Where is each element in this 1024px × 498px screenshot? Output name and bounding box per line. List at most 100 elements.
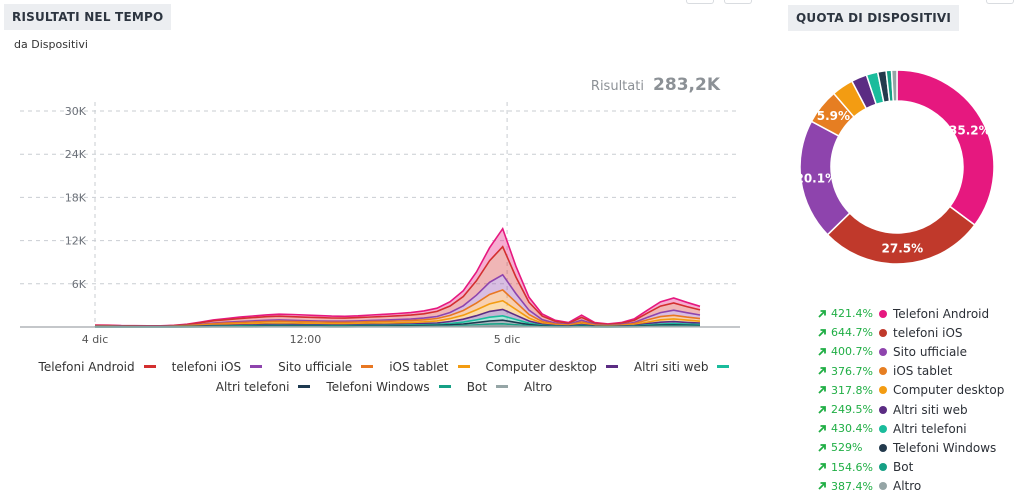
donut-legend-item[interactable]: 376.7% iOS tablet: [817, 362, 1004, 381]
legend-item[interactable]: Telefoni Android: [39, 359, 156, 374]
trend-up-icon: [818, 367, 826, 375]
legend-dot: [879, 347, 887, 356]
legend-dot: [879, 328, 887, 337]
legend-item[interactable]: telefoni iOS: [172, 359, 263, 374]
results-total: Risultati 283,2K: [591, 75, 720, 95]
legend-swatch: [495, 385, 508, 388]
trend-up-icon: [818, 444, 826, 452]
legend-swatch: [250, 365, 263, 368]
legend-dot: [879, 309, 887, 318]
area-series-line[interactable]: [95, 324, 701, 328]
donut-legend-item[interactable]: 430.4% Altri telefoni: [817, 419, 1004, 438]
legend-dot: [879, 482, 887, 491]
area-chart[interactable]: 6K 12K 18K 24K 30K 4 dic 12:00 5 dic: [0, 0, 768, 360]
legend-item[interactable]: Altri siti web: [634, 359, 730, 374]
area-chart-legend: Telefoni Android telefoni iOS Sito ufficia…: [0, 359, 768, 394]
x-tick-label: 4 dic: [82, 333, 109, 346]
results-value: 283,2K: [653, 75, 720, 95]
trend-up-icon: [818, 424, 826, 433]
legend-swatch: [717, 365, 730, 368]
donut-legend-item[interactable]: 529% Telefoni Windows: [817, 438, 1004, 457]
legend-swatch: [143, 365, 156, 368]
legend-item[interactable]: Bot: [467, 379, 508, 394]
donut-slice-label: 27.5%: [882, 241, 924, 255]
legend-swatch: [361, 365, 374, 368]
legend-label: telefoni iOS: [171, 359, 242, 374]
change-percent: 317.8%: [831, 383, 873, 397]
legend-label: Telefoni Windows: [893, 440, 997, 455]
donut-legend-item[interactable]: 644.7% telefoni iOS: [817, 323, 1004, 342]
legend-label: Sito ufficiale: [893, 344, 968, 359]
change-percent: 376.7%: [831, 364, 873, 378]
legend-label: iOS tablet: [893, 364, 953, 379]
legend-label: Telefoni Android: [893, 306, 990, 321]
legend-label: Telefoni Windows: [326, 379, 430, 394]
trend-up-icon: [818, 405, 826, 414]
y-tick-label: 30K: [65, 105, 87, 118]
donut-legend: 421.4% Telefoni Android 644.7% telefoni iOS…: [817, 304, 1004, 496]
legend-label: Altro: [893, 479, 922, 494]
y-tick-label: 6K: [72, 278, 87, 291]
legend-label: Bot: [466, 379, 487, 394]
legend-dot: [879, 367, 887, 376]
area-series-line[interactable]: [94, 245, 701, 327]
trend-up-icon: [818, 463, 826, 471]
change-percent: 644.7%: [831, 326, 873, 340]
legend-label: telefoni iOS: [893, 325, 963, 340]
legend-label: Altri siti web: [633, 359, 709, 374]
legend-label: Computer desktop: [893, 383, 1005, 398]
legend-item[interactable]: Sito ufficiale: [278, 359, 374, 374]
area-series-line[interactable]: [95, 288, 701, 328]
area-series-line[interactable]: [94, 226, 701, 327]
trend-up-icon: [818, 482, 826, 490]
legend-swatch: [438, 385, 451, 388]
y-tick-label: 18K: [65, 191, 87, 204]
donut-slice[interactable]: [890, 69, 898, 102]
donut-legend-item[interactable]: 400.7% Sito ufficiale: [817, 342, 1004, 361]
legend-label: Altri telefoni: [893, 421, 967, 436]
legend-label: Altro: [523, 379, 553, 394]
panel-control-button[interactable]: [986, 0, 1014, 4]
y-tick-label: 12K: [65, 235, 87, 248]
panel-control-button[interactable]: [686, 0, 714, 4]
y-tick-label: 24K: [65, 148, 87, 161]
trend-up-icon: [818, 309, 826, 318]
legend-swatch: [298, 385, 311, 388]
change-percent: 421.4%: [831, 307, 873, 321]
donut-legend-item[interactable]: 249.5% Altri siti web: [817, 400, 1004, 419]
x-tick-label: 12:00: [290, 333, 322, 346]
donut-chart[interactable]: 35.2% 27.5% 20.1% 5.9%: [770, 40, 1024, 296]
trend-up-icon: [818, 386, 826, 394]
legend-dot: [879, 463, 887, 472]
legend-label: Altri siti web: [893, 402, 968, 417]
panel-control-button[interactable]: [724, 0, 752, 4]
legend-swatch: [605, 365, 618, 368]
donut-slice[interactable]: [896, 69, 995, 227]
section-title-device-share: QUOTA DI DISPOSITIVI: [788, 5, 960, 31]
donut-legend-item[interactable]: 387.4% Altro: [817, 477, 1004, 496]
chart-subtitle: da Dispositivi: [14, 38, 88, 51]
donut-slice[interactable]: [826, 205, 976, 265]
legend-item[interactable]: Altri telefoni: [216, 379, 311, 394]
legend-item[interactable]: iOS tablet: [389, 359, 470, 374]
area-series-fill: [95, 228, 700, 326]
change-percent: 387.4%: [831, 479, 873, 493]
donut-legend-item[interactable]: 154.6% Bot: [817, 458, 1004, 477]
legend-label: Bot: [893, 460, 914, 475]
legend-label: Telefoni Android: [38, 359, 135, 374]
legend-dot: [879, 424, 887, 433]
legend-item[interactable]: Telefoni Windows: [326, 379, 451, 394]
legend-label: iOS tablet: [389, 359, 449, 374]
change-percent: 249.5%: [831, 403, 873, 417]
change-percent: 529%: [831, 441, 863, 455]
trend-up-icon: [818, 348, 826, 356]
legend-dot: [879, 386, 887, 395]
change-percent: 430.4%: [831, 422, 873, 436]
donut-legend-item[interactable]: 421.4% Telefoni Android: [817, 304, 1004, 323]
legend-dot: [879, 443, 887, 452]
section-title-results-over-time: RISULTATI NEL TEMPO: [4, 4, 172, 30]
legend-item[interactable]: Altro: [524, 379, 552, 394]
legend-item[interactable]: Computer desktop: [486, 359, 618, 374]
donut-slice-label: 5.9%: [817, 109, 850, 123]
donut-legend-item[interactable]: 317.8% Computer desktop: [817, 381, 1004, 400]
